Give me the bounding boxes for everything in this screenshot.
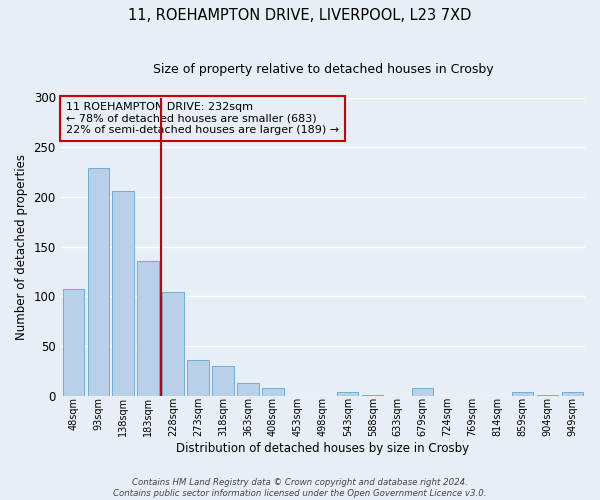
Bar: [62, 290, 84, 396]
Y-axis label: Number of detached properties: Number of detached properties: [15, 154, 28, 340]
Title: Size of property relative to detached houses in Crosby: Size of property relative to detached ho…: [152, 62, 493, 76]
Bar: [337, 392, 358, 396]
Bar: [112, 191, 134, 396]
Bar: [412, 388, 433, 396]
X-axis label: Distribution of detached houses by size in Crosby: Distribution of detached houses by size …: [176, 442, 469, 455]
Bar: [562, 392, 583, 396]
Bar: [512, 392, 533, 396]
Bar: [212, 366, 233, 396]
Text: 11, ROEHAMPTON DRIVE, LIVERPOOL, L23 7XD: 11, ROEHAMPTON DRIVE, LIVERPOOL, L23 7XD: [128, 8, 472, 22]
Bar: [238, 383, 259, 396]
Bar: [262, 388, 284, 396]
Bar: [537, 394, 558, 396]
Text: 11 ROEHAMPTON DRIVE: 232sqm
← 78% of detached houses are smaller (683)
22% of se: 11 ROEHAMPTON DRIVE: 232sqm ← 78% of det…: [66, 102, 339, 135]
Text: Contains HM Land Registry data © Crown copyright and database right 2024.
Contai: Contains HM Land Registry data © Crown c…: [113, 478, 487, 498]
Bar: [187, 360, 209, 396]
Bar: [163, 292, 184, 396]
Bar: [137, 262, 158, 396]
Bar: [88, 168, 109, 396]
Bar: [362, 394, 383, 396]
